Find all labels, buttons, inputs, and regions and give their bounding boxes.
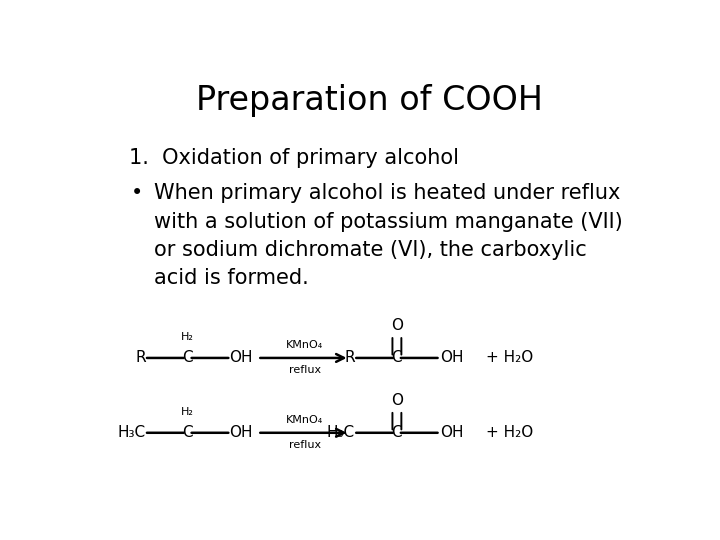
Text: reflux: reflux: [289, 440, 321, 450]
Text: •: •: [131, 183, 143, 203]
Text: H₂: H₂: [181, 407, 194, 417]
Text: H₂: H₂: [181, 332, 194, 342]
Text: or sodium dichromate (VI), the carboxylic: or sodium dichromate (VI), the carboxyli…: [154, 240, 587, 260]
Text: O: O: [391, 318, 403, 333]
Text: OH: OH: [230, 426, 253, 440]
Text: C: C: [392, 426, 402, 440]
Text: R: R: [135, 350, 145, 366]
Text: O: O: [391, 393, 403, 408]
Text: R: R: [344, 350, 355, 366]
Text: When primary alcohol is heated under reflux: When primary alcohol is heated under ref…: [154, 183, 621, 203]
Text: reflux: reflux: [289, 366, 321, 375]
Text: H₃C: H₃C: [327, 426, 355, 440]
Text: H₃C: H₃C: [117, 426, 145, 440]
Text: + H₂O: + H₂O: [486, 350, 534, 366]
Text: + H₂O: + H₂O: [486, 426, 534, 440]
Text: C: C: [392, 350, 402, 366]
Text: KMnO₄: KMnO₄: [287, 340, 323, 350]
Text: OH: OH: [440, 426, 464, 440]
Text: C: C: [182, 350, 193, 366]
Text: KMnO₄: KMnO₄: [287, 415, 323, 426]
Text: acid is formed.: acid is formed.: [154, 268, 309, 288]
Text: C: C: [182, 426, 193, 440]
Text: OH: OH: [230, 350, 253, 366]
Text: with a solution of potassium manganate (VII): with a solution of potassium manganate (…: [154, 212, 623, 232]
Text: OH: OH: [440, 350, 464, 366]
Text: Preparation of COOH: Preparation of COOH: [196, 84, 542, 117]
Text: 1.  Oxidation of primary alcohol: 1. Oxidation of primary alcohol: [129, 148, 459, 168]
